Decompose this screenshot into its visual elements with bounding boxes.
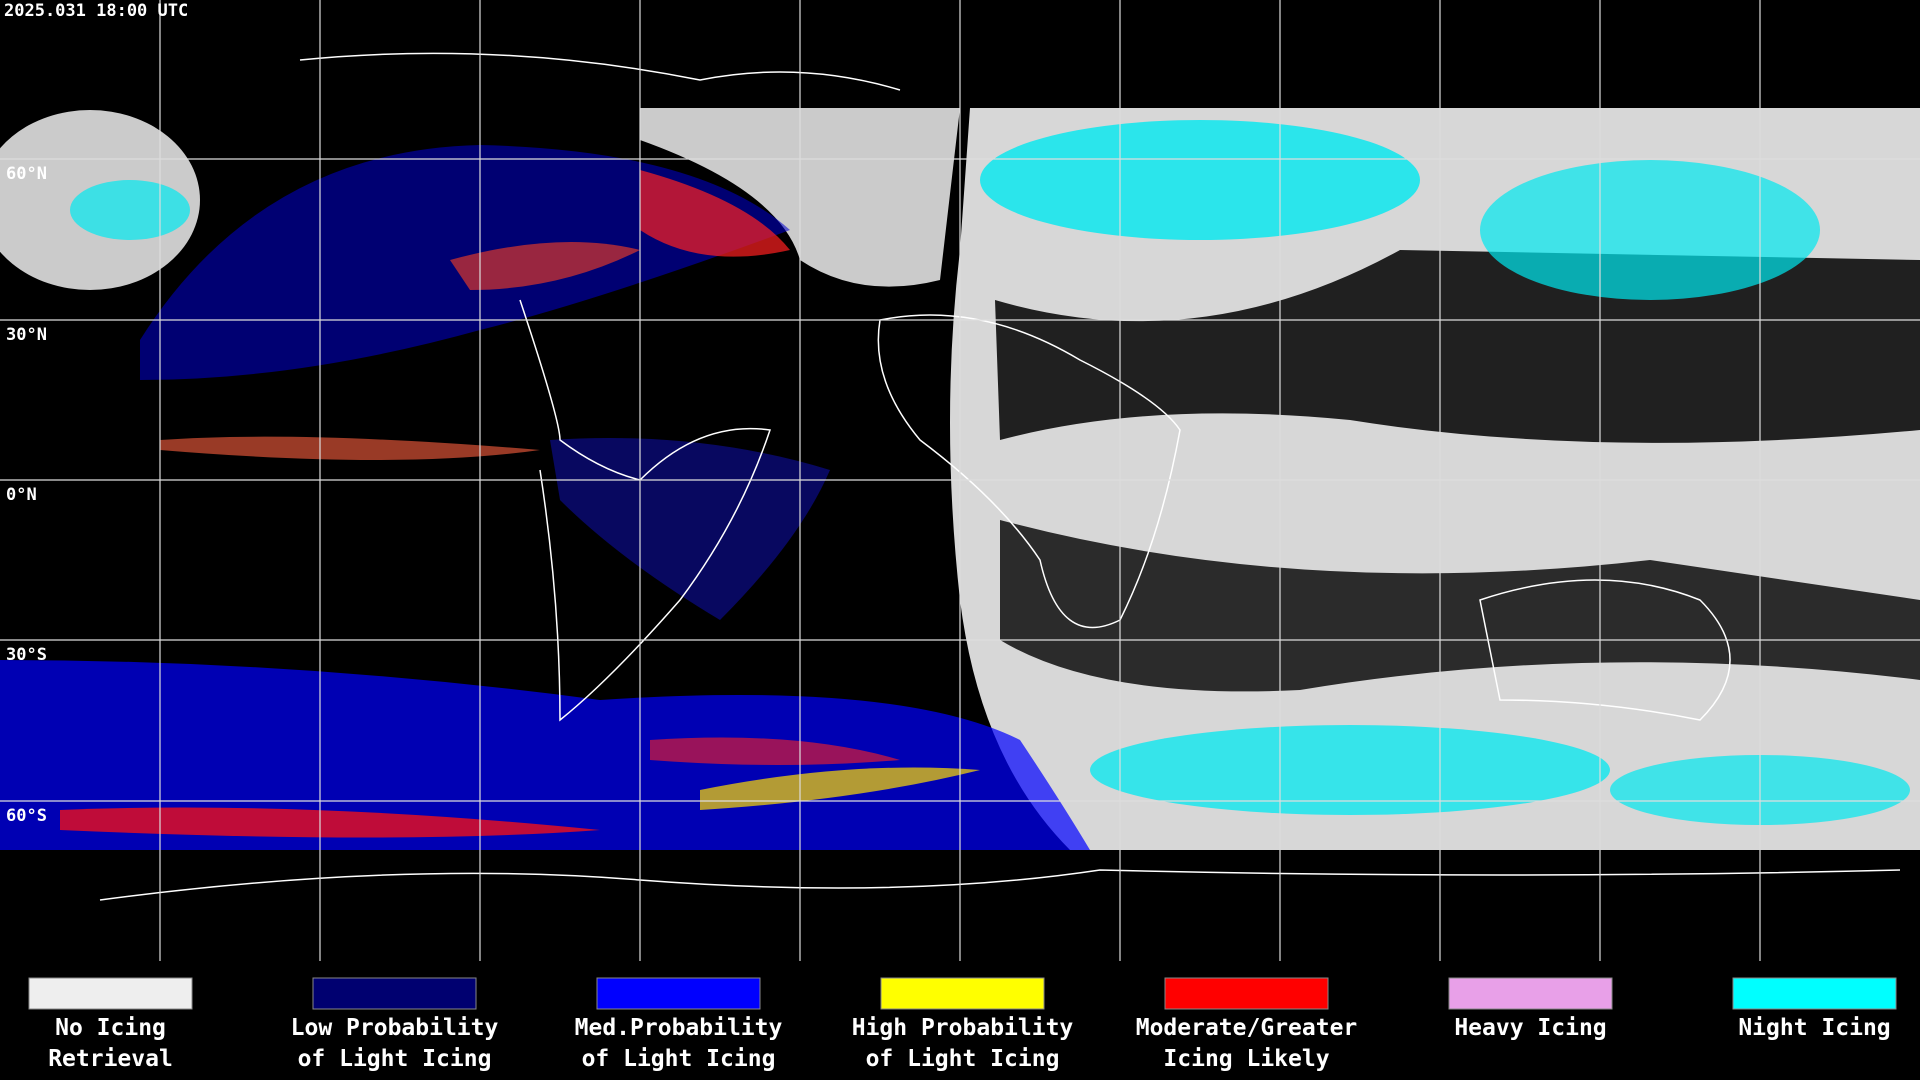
legend-label: Heavy Icing bbox=[1454, 1015, 1606, 1041]
legend-label: Moderate/Greater bbox=[1136, 1015, 1358, 1041]
legend-label: Retrieval bbox=[48, 1046, 173, 1072]
icing-area bbox=[0, 660, 1090, 850]
legend-swatch bbox=[1732, 977, 1897, 1010]
legend-label: of Light Icing bbox=[298, 1046, 492, 1072]
icing-area bbox=[640, 170, 790, 257]
legend-label: of Light Icing bbox=[866, 1046, 1060, 1072]
latitude-label: 30°N bbox=[6, 325, 47, 345]
legend-swatch bbox=[28, 977, 193, 1010]
legend-swatch bbox=[1164, 977, 1329, 1010]
legend-label: Icing Likely bbox=[1163, 1046, 1329, 1072]
latitude-label: 0°N bbox=[6, 485, 37, 505]
icing-area bbox=[160, 436, 540, 460]
latitude-label: 30°S bbox=[6, 645, 47, 665]
graticule bbox=[0, 0, 1920, 961]
timestamp: 2025.031 18:00 UTC bbox=[4, 1, 188, 21]
legend-swatch bbox=[312, 977, 477, 1010]
legend-swatch bbox=[880, 977, 1045, 1010]
legend-label: Low Probability bbox=[291, 1015, 499, 1041]
legend-label: Med.Probability bbox=[575, 1015, 783, 1041]
latitude-label: 60°S bbox=[6, 806, 47, 826]
icing-area bbox=[700, 767, 980, 810]
night-icing-area bbox=[70, 180, 190, 240]
icing-area bbox=[650, 737, 900, 765]
night-icing-area bbox=[980, 120, 1420, 240]
latitude-labels: 60°N 30°N 0°N 30°S 60°S bbox=[6, 164, 47, 826]
satellite-imagery bbox=[0, 52, 1920, 901]
legend-label: of Light Icing bbox=[582, 1046, 776, 1072]
latitude-label: 60°N bbox=[6, 164, 47, 184]
legend-swatch bbox=[596, 977, 761, 1010]
legend-label: Night Icing bbox=[1738, 1015, 1890, 1041]
night-icing-area bbox=[1090, 725, 1610, 815]
legend: No Icing Retrieval Low Probability of Light… bbox=[28, 977, 1897, 1072]
icing-area bbox=[550, 438, 830, 620]
icing-area bbox=[60, 807, 600, 838]
legend-label: High Probability bbox=[852, 1015, 1074, 1041]
icing-area bbox=[450, 242, 640, 290]
clear-area bbox=[995, 250, 1920, 443]
legend-label: No Icing bbox=[55, 1015, 166, 1041]
coastlines bbox=[99, 52, 1901, 901]
night-icing-area bbox=[1480, 160, 1820, 300]
legend-swatch bbox=[1448, 977, 1613, 1010]
clear-area bbox=[1000, 520, 1920, 692]
